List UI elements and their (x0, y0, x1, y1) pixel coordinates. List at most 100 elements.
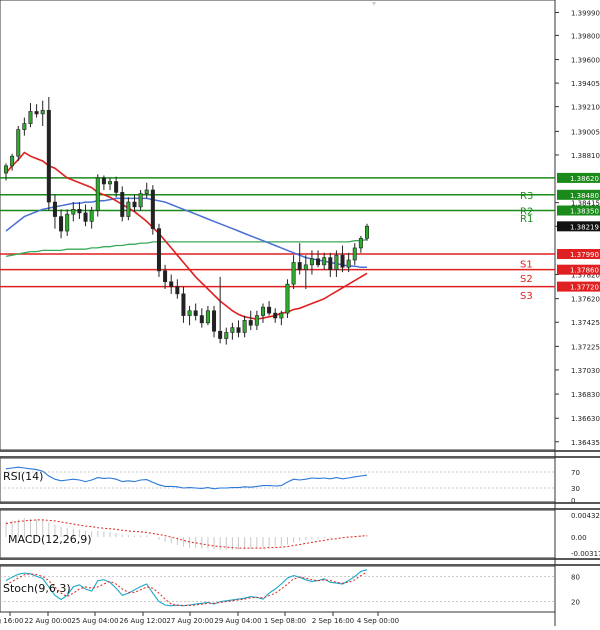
candle-body (22, 123, 27, 130)
level-label: S2 (520, 274, 533, 285)
level-tag-box (557, 281, 600, 292)
scroll-marker-icon (372, 2, 376, 6)
candle-body (138, 193, 143, 208)
level-label: S1 (520, 260, 533, 271)
candle-body (175, 286, 180, 295)
current-price-box (557, 221, 600, 232)
candle-body (205, 310, 210, 324)
y-tick-label: 1.36830 (571, 391, 600, 399)
candle-body (59, 216, 64, 232)
y-tick-label: 1.39210 (571, 104, 600, 112)
x-tick-label: g 16:00 (0, 617, 23, 625)
level-label: R3 (520, 191, 533, 202)
level-label: R1 (520, 214, 533, 225)
level-tag-text: 1.38480 (570, 192, 599, 200)
ma-blue-line (5, 197, 367, 269)
y-tick-label: 1.39405 (571, 80, 600, 88)
candle-body (150, 189, 155, 229)
y-tick-label: 1.39600 (571, 57, 600, 65)
y-tick-label: 1.39990 (571, 9, 600, 17)
candle-body (101, 177, 106, 185)
candle-body (132, 201, 137, 208)
candle-body (34, 111, 39, 115)
candle-body (71, 209, 76, 215)
candle-body (95, 177, 100, 211)
current-price-label: 1.38219 (570, 223, 599, 231)
ma-green-line (5, 238, 368, 258)
x-tick-label: 29 Aug 04:00 (214, 617, 261, 625)
macd-label: MACD(12,26,9) (8, 533, 92, 546)
x-tick-label: 26 Aug 12:00 (119, 617, 166, 625)
candle-body (187, 310, 192, 316)
candle-body (254, 315, 259, 326)
y-tick-label: 1.37225 (571, 343, 600, 351)
candle-body (65, 213, 70, 232)
y-tick-label: 1.39800 (571, 32, 600, 40)
x-tick-label: 22 Aug 00:00 (24, 617, 71, 625)
y-tick-label: 1.37820 (571, 272, 600, 280)
candle-body (218, 330, 223, 339)
candle-body (309, 258, 314, 266)
level-tag-box (557, 189, 600, 200)
level-tag-text: 1.38620 (570, 175, 599, 183)
panel-gap-2 (0, 558, 600, 566)
candle-body (169, 281, 174, 287)
candle-body (364, 225, 369, 239)
candle-body (224, 332, 229, 339)
panel-gap-0 (0, 450, 600, 458)
candle-body (16, 129, 21, 157)
candle-body (279, 312, 284, 319)
panel-gap-1 (0, 502, 600, 510)
candle-body (77, 209, 82, 214)
rsi-panel (0, 457, 556, 503)
macd-panel (0, 509, 556, 559)
candle-body (340, 254, 345, 268)
candle-body (52, 201, 57, 217)
macd-y-tick: 0.00432 (571, 512, 600, 520)
level-tag-box (557, 172, 600, 183)
stoch-d-line (5, 571, 368, 606)
macd-signal-line (5, 519, 368, 549)
level-tag-text: 1.37860 (570, 267, 599, 275)
y-tick-label: 1.36630 (571, 415, 600, 423)
stoch-y-tick: 80 (571, 573, 580, 581)
candle-body (156, 228, 161, 272)
y-tick-label: 1.37425 (571, 319, 600, 327)
y-tick-label: 1.37620 (571, 296, 600, 304)
candle-body (334, 254, 339, 270)
x-tick-label: 27 Aug 20:00 (166, 617, 213, 625)
candle-body (181, 293, 186, 316)
candle-body (346, 259, 351, 268)
stoch-label: Stoch(9,6,3) (3, 582, 71, 595)
y-tick-label: 1.38810 (571, 152, 600, 160)
level-label: S3 (520, 291, 533, 302)
ma-red-line (5, 151, 368, 321)
macd-y-tick: 0.00 (571, 534, 587, 542)
level-tag-text: 1.37720 (570, 284, 599, 292)
candle-body (114, 181, 119, 193)
candle-body (83, 212, 88, 222)
y-tick-label: 1.37030 (571, 367, 600, 375)
x-tick-label: 1 Sep 08:00 (264, 617, 306, 625)
candle-body (267, 306, 272, 314)
candle-body (316, 258, 321, 266)
rsi-y-tick: 70 (571, 469, 580, 477)
y-tick-label: 1.39005 (571, 128, 600, 136)
y-tick-label: 1.36435 (571, 439, 600, 447)
candle-body (352, 247, 357, 261)
candle-body (236, 327, 241, 333)
level-tag-box (557, 248, 600, 259)
candle-body (291, 262, 296, 285)
candle-body (28, 111, 33, 124)
rsi-label: RSI(14) (3, 470, 43, 483)
candle-body (89, 210, 94, 222)
level-tag-text: 1.37990 (570, 251, 599, 259)
candle-body (193, 310, 198, 316)
stoch-panel (0, 565, 556, 613)
rsi-line (5, 466, 368, 490)
x-tick-label: 25 Aug 04:00 (71, 617, 118, 625)
candle-body (260, 306, 265, 316)
candle-body (163, 270, 168, 283)
